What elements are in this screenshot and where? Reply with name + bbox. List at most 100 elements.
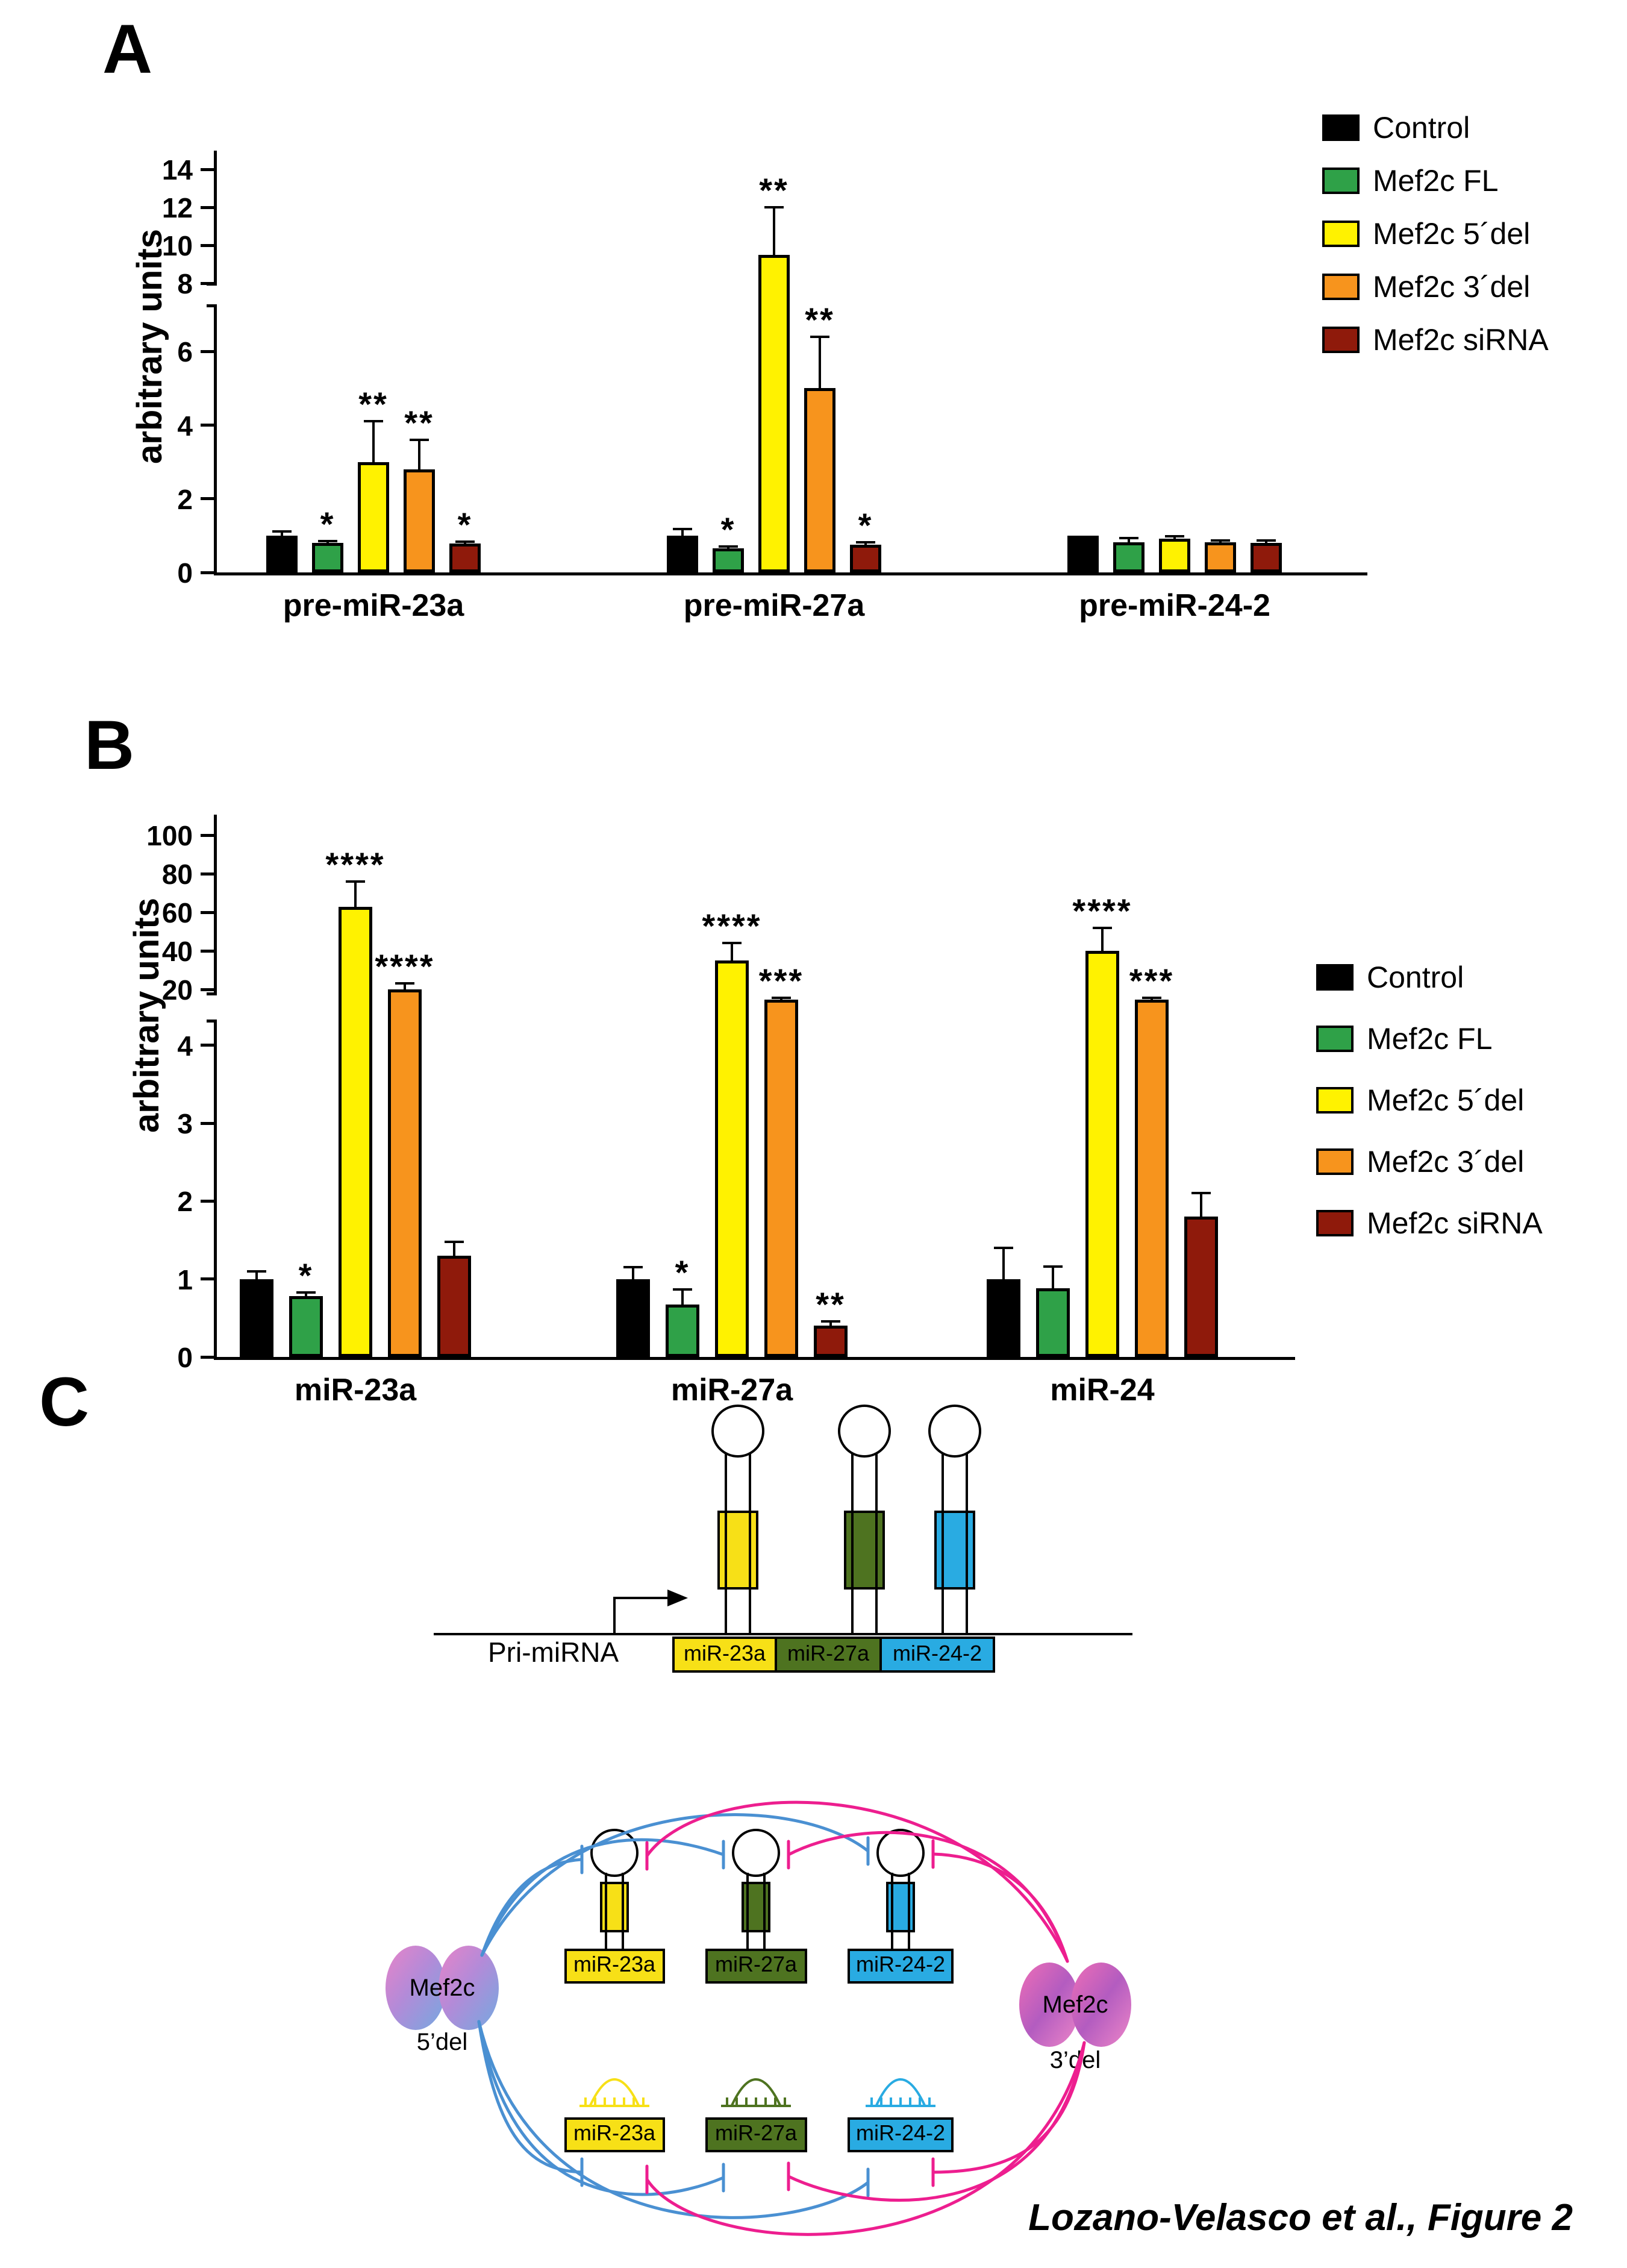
y-tick — [201, 1355, 214, 1359]
error-bar — [354, 881, 357, 907]
significance-label: **** — [325, 845, 386, 883]
bar — [764, 1000, 798, 1357]
error-bar-cap — [364, 420, 383, 423]
legend-entry: Mef2c 3´del — [1322, 271, 1549, 303]
category-label: pre-miR-24-2 — [1079, 588, 1270, 623]
pri-mirna-schematic — [434, 1405, 1132, 1635]
inhibition-arcs-3del — [645, 1800, 1086, 2236]
error-bar-cap — [455, 540, 475, 543]
y-tick — [201, 243, 214, 247]
cluster-box-label-mir23a: miR-23a — [684, 1641, 766, 1665]
legend-swatch — [1316, 1148, 1354, 1175]
error-bar — [281, 531, 283, 536]
mir23a-shapes — [564, 1511, 777, 2152]
legend-entry: Mef2c FL — [1322, 164, 1549, 197]
significance-label: ** — [404, 404, 434, 442]
legend-entry: Mef2c siRNA — [1322, 324, 1549, 356]
bar — [312, 543, 343, 572]
error-bar — [1002, 1247, 1005, 1279]
significance-label: * — [720, 510, 736, 548]
legend-swatch — [1322, 327, 1360, 353]
error-bar-cap — [1142, 996, 1161, 999]
error-bar-cap — [1191, 1192, 1211, 1195]
y-tick — [201, 168, 214, 171]
bar — [804, 388, 835, 572]
figure-caption: Lozano-Velasco et al., Figure 2 — [1028, 2197, 1573, 2238]
panel-a-legend: Control Mef2c FL Mef2c 5´del Mef2c 3´del Mef… — [1322, 111, 1549, 377]
panel-b-label: B — [84, 707, 135, 784]
bar — [1205, 542, 1236, 572]
bar — [715, 960, 749, 1357]
legend-label: Mef2c siRNA — [1367, 1206, 1543, 1240]
category-label: miR-23a — [294, 1373, 417, 1408]
error-bar-cap — [1257, 539, 1276, 542]
legend-label: Control — [1367, 960, 1464, 994]
axis-break-cap — [207, 1020, 217, 1023]
error-bar-cap — [247, 1270, 266, 1273]
mature-mir24-2-drawing — [866, 2078, 935, 2107]
pri-mirna-label: Pri-miRNA — [488, 1637, 619, 1668]
y-tick — [201, 349, 214, 353]
pre-mir-box-label-mir24-2: miR-24-2 — [856, 1952, 945, 1976]
error-bar-cap — [445, 1240, 464, 1243]
legend-entry: Mef2c 5´del — [1322, 218, 1549, 250]
y-axis-lower-segment — [214, 304, 217, 572]
transcription-arrowhead — [667, 1590, 688, 1606]
bar — [289, 1296, 323, 1357]
y-tick — [201, 872, 214, 876]
legend-entry: Mef2c 3´del — [1316, 1145, 1543, 1178]
significance-label: **** — [1072, 891, 1132, 930]
legend-swatch — [1322, 168, 1360, 194]
y-tick — [201, 949, 214, 953]
bar — [850, 545, 881, 572]
error-bar — [372, 421, 375, 462]
panel-a-chart: 0 2 4 6 8 10 12 14 pre-miR-23a * ** ** * pre-miR-27a *… — [162, 151, 1367, 623]
legend-swatch — [1316, 1026, 1354, 1052]
mature-mir27a-drawing — [721, 2078, 791, 2107]
y-tick — [201, 833, 214, 837]
category-label: pre-miR-27a — [683, 588, 865, 623]
category-label: miR-24 — [1050, 1373, 1155, 1408]
error-bar-cap — [395, 982, 414, 985]
mef2c-3del-name: Mef2c — [1043, 1991, 1108, 2018]
y-tick-label: 3 — [177, 1108, 193, 1140]
mef2c-3del-protein: Mef2c — [1019, 1963, 1131, 2047]
bar — [758, 254, 790, 572]
bar — [666, 1305, 699, 1357]
y-tick — [201, 1044, 214, 1047]
mef2c-5del-protein: Mef2c — [386, 1946, 499, 2030]
significance-label: **** — [375, 947, 435, 986]
error-bar-cap — [296, 1291, 316, 1294]
y-tick — [201, 1199, 214, 1203]
bar — [1085, 951, 1119, 1357]
error-bar — [1052, 1267, 1054, 1289]
y-tick-label: 0 — [177, 1342, 193, 1373]
significance-label: * — [675, 1253, 690, 1291]
y-tick-label: 40 — [161, 936, 193, 968]
bar — [1113, 542, 1145, 572]
y-tick-label: 14 — [161, 154, 193, 186]
error-bar — [681, 528, 684, 536]
legend-label: Mef2c 3´del — [1367, 1145, 1525, 1179]
y-tick — [201, 571, 214, 574]
mir24-2-shapes — [848, 1511, 995, 2152]
significance-label: ** — [805, 300, 835, 339]
legend-swatch — [1316, 1210, 1354, 1236]
y-tick-label: 8 — [177, 268, 193, 299]
significance-label: * — [320, 505, 336, 544]
y-tick — [201, 1277, 214, 1281]
bar — [449, 544, 481, 572]
y-tick-label: 80 — [161, 859, 193, 891]
pre-mir-box-label-mir23a: miR-23a — [573, 1952, 656, 1976]
y-tick — [201, 910, 214, 914]
error-bar — [773, 207, 775, 255]
error-bar — [305, 1292, 307, 1297]
error-bar — [418, 440, 420, 469]
error-bar — [1128, 537, 1130, 542]
error-bar-cap — [1119, 536, 1138, 539]
panel-c-diagram: Mef2c 5’del Mef2c 3’del Pri-mi — [386, 1405, 1132, 2236]
legend-label: Mef2c 5´del — [1373, 217, 1531, 251]
significance-label: *** — [758, 961, 804, 1000]
bar — [1067, 535, 1099, 572]
bar — [1184, 1217, 1218, 1357]
